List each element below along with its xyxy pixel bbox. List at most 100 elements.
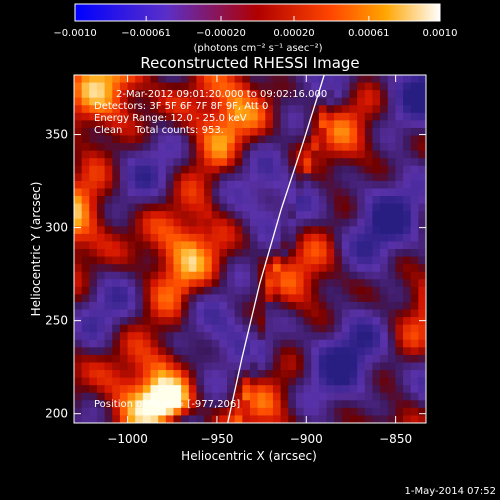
heatmap-cell	[104, 211, 113, 220]
heatmap-cell	[280, 415, 289, 423]
heatmap-cell	[257, 256, 266, 265]
heatmap-cell	[234, 332, 243, 341]
heatmap-cell	[418, 135, 426, 144]
heatmap-cell	[341, 294, 351, 303]
heatmap-cell	[242, 158, 251, 167]
heatmap-cell	[334, 75, 343, 84]
heatmap-cell	[250, 120, 259, 129]
heatmap-cell	[265, 294, 274, 303]
heatmap-cell	[89, 294, 98, 303]
heatmap-cell	[395, 354, 404, 364]
heatmap-cell	[395, 75, 404, 84]
heatmap-cell	[311, 82, 320, 91]
heatmap-cell	[112, 75, 121, 84]
heatmap-cell	[181, 407, 190, 417]
heatmap-cell	[280, 400, 289, 409]
heatmap-cell	[387, 211, 396, 220]
annotation-energy: Energy Range: 12.0 - 25.0 keV	[94, 113, 247, 124]
heatmap-cell	[219, 377, 228, 386]
heatmap-cell	[81, 339, 90, 348]
heatmap-cell	[127, 127, 136, 137]
heatmap-cell	[204, 279, 213, 288]
heatmap-cell	[96, 256, 106, 265]
heatmap-cell	[165, 354, 175, 364]
heatmap-cell	[364, 105, 374, 114]
heatmap-cell	[219, 233, 228, 243]
heatmap-cell	[204, 332, 213, 341]
heatmap-cell	[250, 377, 259, 386]
heatmap-cell	[135, 112, 144, 121]
heatmap-cell	[158, 241, 167, 250]
heatmap-cell	[250, 385, 259, 394]
heatmap-cell	[119, 354, 129, 364]
heatmap-cell	[303, 75, 312, 84]
heatmap-cell	[135, 127, 144, 137]
heatmap-cell	[303, 196, 312, 205]
heatmap-cell	[211, 97, 220, 106]
heatmap-cell	[288, 97, 297, 106]
heatmap-cell	[227, 158, 236, 167]
heatmap-cell	[349, 256, 358, 265]
heatmap-cell	[341, 332, 351, 341]
heatmap-cell	[326, 218, 335, 227]
heatmap-cell	[288, 332, 297, 341]
heatmap-cell	[227, 120, 236, 129]
heatmap-cell	[135, 309, 144, 318]
heatmap-cell	[234, 271, 243, 280]
heatmap-cell	[165, 233, 175, 243]
heatmap-cell	[227, 188, 236, 197]
heatmap-cell	[242, 203, 251, 212]
heatmap-cell	[395, 135, 404, 144]
heatmap-cell	[357, 309, 366, 318]
heatmap-cell	[357, 407, 366, 417]
heatmap-cell	[74, 226, 83, 235]
heatmap-cell	[119, 196, 129, 205]
heatmap-cell	[410, 339, 419, 348]
heatmap-cell	[364, 218, 374, 227]
heatmap-cell	[380, 339, 389, 348]
heatmap-cell	[257, 112, 266, 121]
heatmap-cell	[265, 196, 274, 205]
heatmap-cell	[326, 82, 335, 91]
heatmap-cell	[242, 309, 251, 318]
heatmap-cell	[295, 317, 305, 326]
heatmap-cell	[387, 301, 396, 311]
heatmap-cell	[387, 354, 396, 364]
heatmap-cell	[364, 271, 374, 280]
heatmap-cell	[89, 211, 98, 220]
heatmap-cell	[280, 218, 289, 227]
heatmap-cell	[188, 286, 198, 295]
heatmap-cell	[410, 286, 419, 295]
heatmap-cell	[127, 90, 136, 99]
heatmap-cell	[265, 407, 274, 417]
heatmap-cell	[403, 392, 412, 401]
heatmap-cell	[410, 203, 419, 212]
heatmap-cell	[334, 135, 343, 144]
colorbar-ticks: −0.0010 −0.00061 −0.00020 0.00020 0.00061 0.0…	[53, 16, 458, 39]
heatmap-cell	[387, 127, 396, 137]
heatmap-cell	[188, 407, 198, 417]
heatmap-cell	[280, 392, 289, 401]
heatmap-cell	[219, 226, 228, 235]
heatmap-cell	[303, 339, 312, 348]
heatmap-cell	[81, 188, 90, 197]
heatmap-cell	[272, 354, 282, 364]
heatmap-cell	[418, 294, 426, 303]
heatmap-cell	[204, 150, 213, 159]
heatmap-cell	[311, 120, 320, 129]
heatmap-cell	[380, 97, 389, 106]
heatmap-cell	[227, 256, 236, 265]
heatmap-cell	[181, 226, 190, 235]
heatmap-cell	[204, 264, 213, 273]
heatmap-cell	[112, 127, 121, 137]
heatmap-cell	[181, 135, 190, 144]
heatmap-cell	[104, 347, 113, 356]
heatmap-cell	[135, 203, 144, 212]
heatmap-cell	[204, 415, 213, 423]
heatmap-cell	[341, 286, 351, 295]
heatmap-cell	[112, 97, 121, 106]
heatmap-cell	[142, 339, 152, 348]
heatmap-cell	[188, 233, 198, 243]
heatmap-cell	[303, 82, 312, 91]
heatmap-cell	[242, 294, 251, 303]
